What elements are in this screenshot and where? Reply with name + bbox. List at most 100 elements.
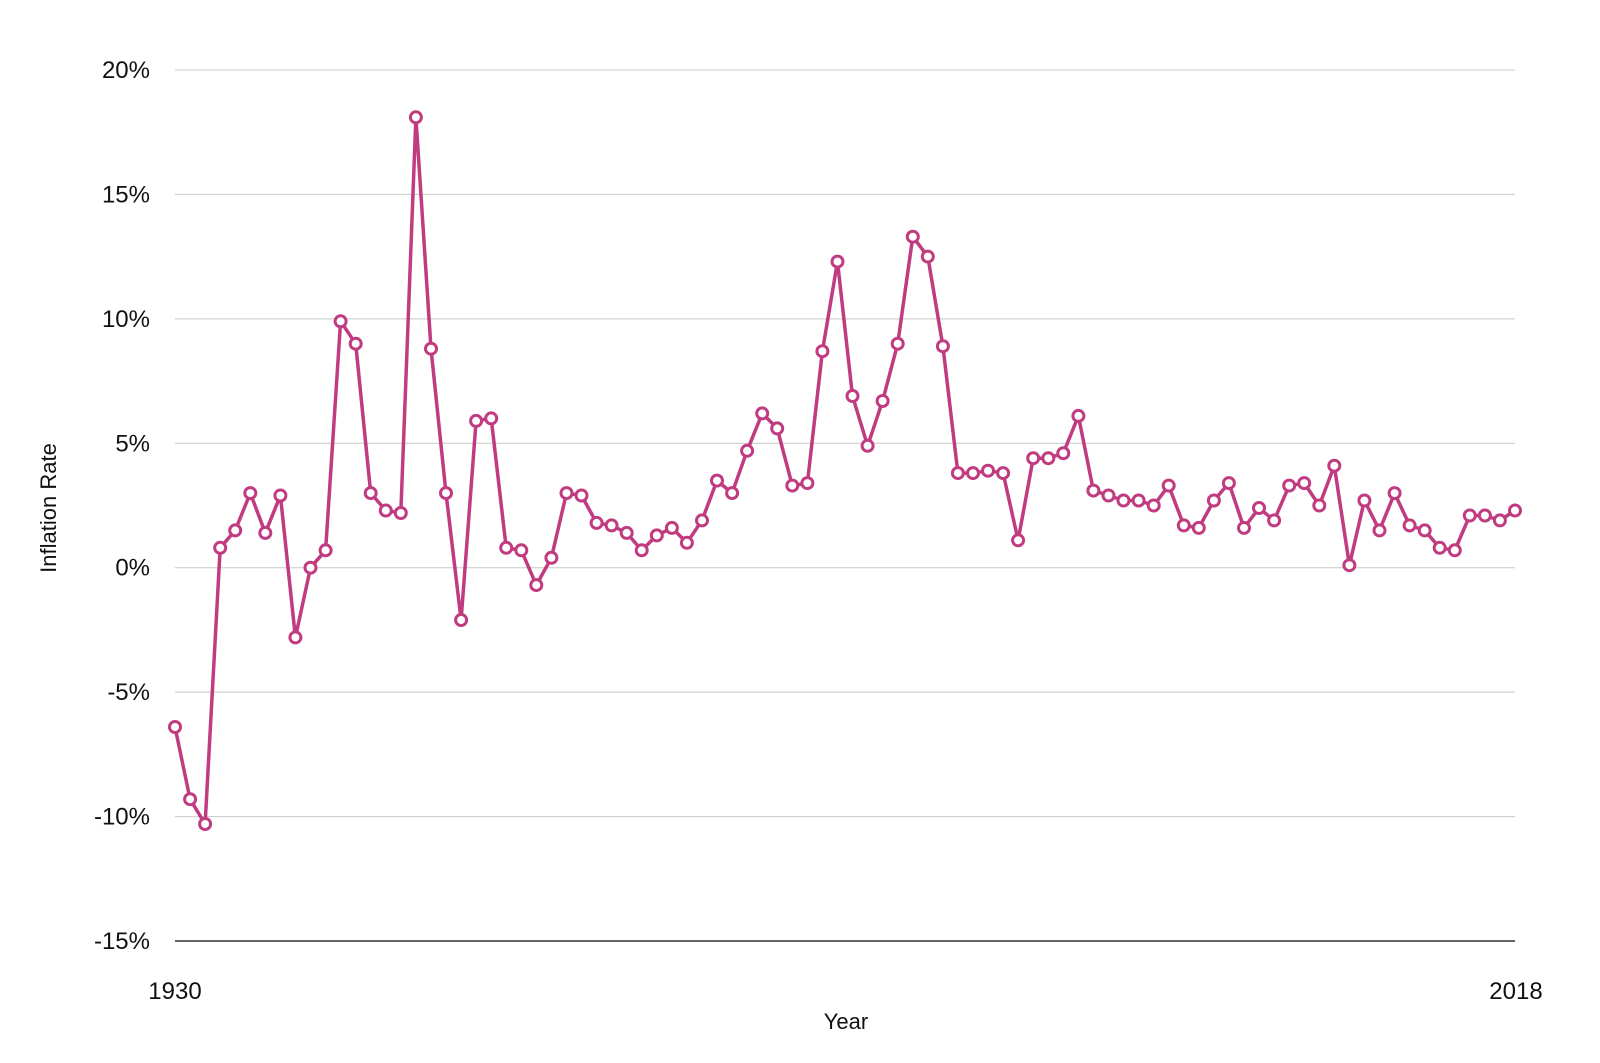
y-tick-label: 5% bbox=[115, 430, 150, 457]
x-axis-title: Year bbox=[824, 1009, 868, 1034]
data-point bbox=[574, 488, 589, 503]
data-point bbox=[770, 421, 785, 436]
data-point bbox=[198, 817, 213, 831]
data-point bbox=[830, 254, 845, 269]
data-point bbox=[1267, 513, 1282, 528]
data-point bbox=[1011, 533, 1026, 548]
data-point bbox=[303, 560, 318, 575]
y-tick-label: 20% bbox=[102, 57, 150, 84]
data-point bbox=[1176, 518, 1191, 533]
data-point bbox=[1372, 523, 1387, 538]
data-point bbox=[935, 339, 950, 354]
data-point bbox=[1056, 446, 1071, 461]
data-point bbox=[996, 466, 1011, 481]
data-point bbox=[348, 336, 363, 351]
data-point bbox=[1297, 476, 1312, 491]
data-point bbox=[1282, 478, 1297, 493]
data-point bbox=[1252, 501, 1266, 515]
data-point bbox=[1327, 458, 1342, 473]
data-point bbox=[1492, 513, 1507, 528]
data-point bbox=[1131, 493, 1146, 508]
data-point bbox=[1342, 558, 1357, 573]
data-point bbox=[318, 543, 333, 558]
data-point bbox=[258, 525, 273, 540]
data-point bbox=[378, 503, 393, 518]
data-point bbox=[1041, 451, 1056, 466]
y-tick-label: -10% bbox=[94, 804, 150, 831]
data-point bbox=[664, 520, 679, 535]
y-tick-label: 15% bbox=[102, 181, 150, 208]
data-point bbox=[890, 336, 905, 351]
series-line bbox=[173, 115, 1516, 826]
series-group bbox=[168, 110, 1522, 831]
y-tick-label: 0% bbox=[115, 555, 150, 582]
data-point bbox=[363, 486, 378, 501]
data-point bbox=[920, 249, 935, 264]
x-tick-label: 1930 bbox=[148, 978, 201, 1005]
data-point bbox=[695, 513, 709, 528]
data-point bbox=[1402, 518, 1417, 533]
data-point bbox=[604, 518, 619, 533]
y-axis-tick-labels: 20% 15% 10% 5% 0% -5% -10% -15% bbox=[94, 57, 150, 955]
data-point bbox=[905, 229, 920, 244]
data-point bbox=[1146, 498, 1161, 513]
y-tick-label: -15% bbox=[94, 928, 150, 955]
data-point bbox=[559, 486, 574, 501]
data-point bbox=[1116, 493, 1131, 508]
data-point bbox=[1206, 493, 1221, 508]
data-point bbox=[183, 792, 198, 807]
data-point bbox=[484, 411, 499, 426]
data-point bbox=[288, 630, 303, 645]
data-point bbox=[634, 543, 649, 558]
data-point bbox=[393, 506, 408, 520]
data-point bbox=[1357, 493, 1372, 508]
data-point bbox=[469, 413, 484, 428]
data-point bbox=[800, 476, 815, 491]
data-point bbox=[966, 466, 980, 481]
data-point bbox=[619, 525, 634, 540]
data-point bbox=[273, 488, 288, 503]
data-point bbox=[1417, 523, 1432, 538]
data-point bbox=[1086, 483, 1101, 498]
data-point bbox=[1221, 476, 1236, 491]
data-point bbox=[950, 466, 965, 481]
data-point bbox=[875, 394, 890, 408]
y-tick-label: 10% bbox=[102, 306, 150, 333]
data-point bbox=[785, 478, 800, 493]
y-tick-label: -5% bbox=[107, 679, 150, 706]
data-point bbox=[168, 720, 182, 734]
data-point bbox=[679, 535, 694, 550]
data-point bbox=[439, 486, 453, 501]
data-point bbox=[1447, 543, 1462, 558]
data-point bbox=[725, 486, 740, 501]
data-point bbox=[529, 578, 544, 593]
data-point bbox=[649, 528, 664, 543]
data-point bbox=[213, 540, 228, 555]
data-point bbox=[408, 110, 423, 125]
data-point bbox=[1026, 451, 1041, 466]
data-point bbox=[981, 463, 995, 478]
data-point bbox=[1432, 540, 1447, 555]
data-point bbox=[589, 515, 604, 530]
data-point bbox=[815, 344, 830, 359]
y-axis-title: Inflation Rate bbox=[36, 443, 61, 573]
data-point bbox=[1462, 508, 1477, 523]
x-axis-tick-labels: 1930 2018 bbox=[148, 978, 1542, 1005]
data-point bbox=[1477, 508, 1492, 523]
data-point bbox=[1312, 498, 1327, 513]
data-point bbox=[454, 613, 469, 627]
data-point bbox=[860, 438, 875, 453]
data-point bbox=[333, 314, 348, 329]
data-point bbox=[845, 389, 860, 403]
data-point bbox=[1387, 486, 1402, 501]
data-point bbox=[544, 550, 559, 565]
data-point bbox=[710, 473, 724, 488]
data-point bbox=[1101, 488, 1116, 503]
data-point bbox=[1191, 520, 1206, 535]
data-point bbox=[228, 523, 243, 538]
data-point bbox=[1508, 503, 1522, 518]
x-tick-label: 2018 bbox=[1489, 978, 1542, 1005]
data-point bbox=[740, 443, 755, 458]
data-point bbox=[755, 406, 770, 421]
